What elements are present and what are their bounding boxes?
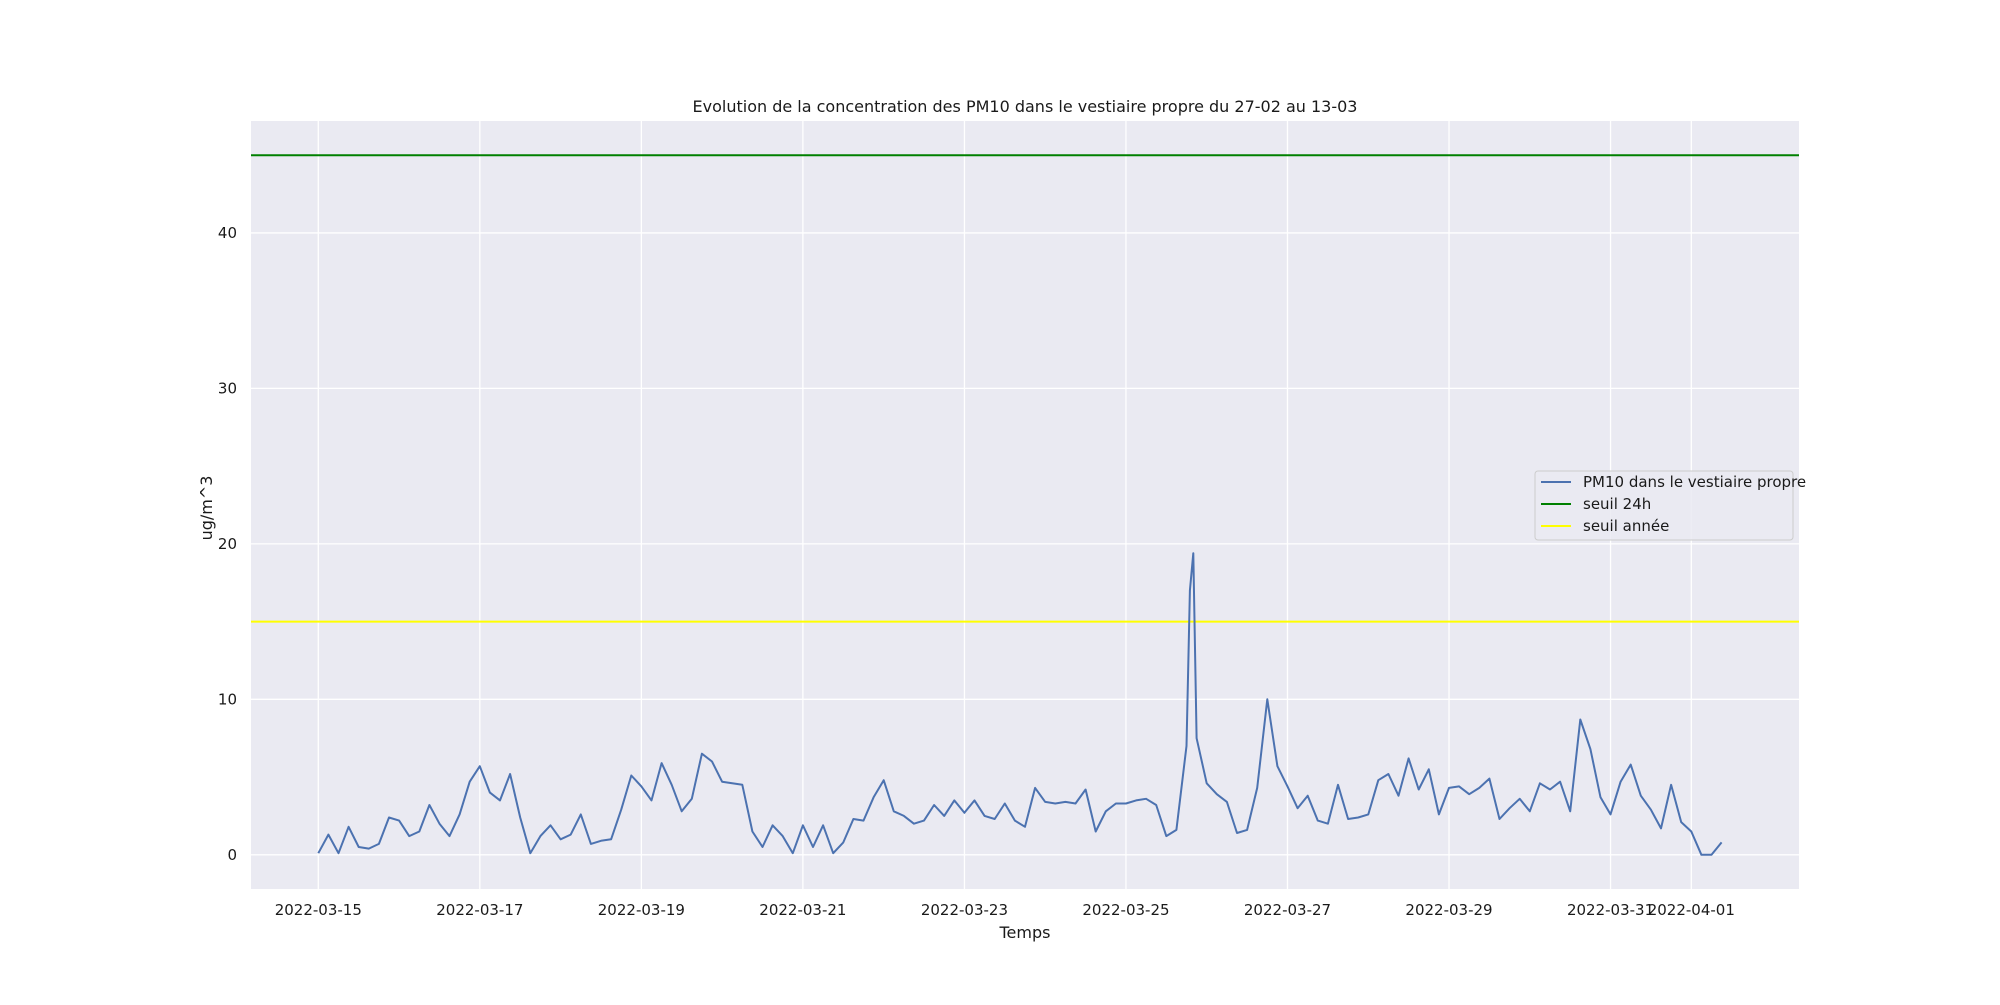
threshold-lines [251,154,1799,623]
x-tick-label: 2022-03-15 [275,901,362,919]
legend: PM10 dans le vestiaire propre seuil 24h … [1534,470,1806,541]
x-tick-label: 2022-03-29 [1405,901,1492,919]
y-tick-label: 30 [218,379,237,397]
y-tick-label: 0 [227,846,237,864]
x-tick-label: 2022-04-01 [1648,901,1735,919]
x-tick-labels: 2022-03-15 2022-03-17 2022-03-19 2022-03-21… [275,901,1735,919]
x-tick-label: 2022-03-21 [759,901,846,919]
legend-label-seuil-24h: seuil 24h [1583,495,1651,513]
x-tick-label: 2022-03-19 [598,901,685,919]
y-tick-label: 10 [218,690,237,708]
pm10-series-line [317,552,1723,856]
y-axis-title: ug/m^3 [197,476,216,541]
x-tick-label: 2022-03-25 [1082,901,1169,919]
x-tick-label: 2022-03-17 [436,901,523,919]
x-tick-label: 2022-03-23 [921,901,1008,919]
x-tick-label: 2022-03-31 [1567,901,1654,919]
x-axis-title: Temps [999,923,1051,942]
y-tick-label: 20 [218,535,237,553]
x-tick-label: 2022-03-27 [1244,901,1331,919]
legend-label-pm10: PM10 dans le vestiaire propre [1583,473,1806,491]
y-tick-label: 40 [218,224,237,242]
series-lines [317,552,1723,856]
legend-label-seuil-annee: seuil année [1583,517,1669,535]
y-tick-labels: 0 10 20 30 40 [218,224,237,864]
legend-box [1534,470,1794,541]
chart-title: Evolution de la concentration des PM10 d… [693,97,1358,116]
